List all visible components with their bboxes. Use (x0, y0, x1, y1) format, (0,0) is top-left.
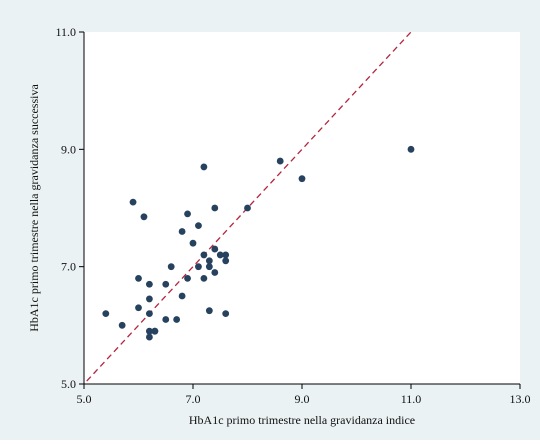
data-point (211, 204, 219, 212)
x-tick-label: 5.0 (77, 392, 92, 406)
x-tick-label: 11.0 (401, 392, 422, 406)
x-tick-label: 13.0 (510, 392, 531, 406)
data-point (129, 198, 137, 206)
x-axis-ticks: 5.0 7.0 9.0 11.0 13.0 (77, 384, 531, 406)
data-point (146, 295, 153, 303)
data-point (211, 269, 219, 276)
x-tick-label: 9.0 (295, 392, 310, 406)
y-axis-title: HbA1c primo trimestre nella gravidanza s… (27, 84, 41, 332)
data-point (211, 245, 219, 253)
data-point (195, 263, 202, 271)
y-axis-ticks: 5.0 7.0 9.0 11.0 (55, 25, 84, 391)
data-point (146, 333, 153, 341)
data-point (195, 222, 202, 230)
data-point (167, 263, 175, 271)
data-point (407, 145, 415, 153)
identity-reference-line (84, 32, 412, 384)
data-point (173, 316, 181, 323)
data-point (205, 257, 213, 265)
data-point (140, 213, 148, 221)
data-point (244, 204, 251, 212)
data-point (205, 263, 213, 271)
data-point (118, 321, 126, 329)
data-point (162, 280, 170, 288)
y-tick-label: 5.0 (61, 377, 76, 391)
data-point (205, 307, 213, 315)
data-point (184, 210, 191, 218)
data-point (135, 275, 142, 282)
y-tick-label: 7.0 (61, 260, 76, 274)
plot-area (84, 32, 520, 384)
data-point (146, 327, 153, 335)
data-point (135, 304, 142, 312)
data-point (151, 327, 159, 335)
data-point (178, 292, 186, 300)
data-point (222, 257, 230, 265)
y-tick-label: 9.0 (61, 142, 76, 156)
data-point (189, 239, 197, 247)
data-point (162, 316, 170, 323)
data-point (276, 157, 284, 165)
data-points (102, 145, 415, 341)
data-point (222, 251, 230, 259)
x-axis-title: HbA1c primo trimestre nella gravidanza i… (189, 413, 415, 427)
data-point (178, 228, 186, 235)
data-point (216, 251, 224, 259)
data-point (200, 163, 208, 171)
data-point (102, 310, 110, 317)
data-point (146, 310, 153, 317)
data-point (222, 310, 230, 317)
data-point (200, 275, 208, 282)
x-tick-label: 7.0 (186, 392, 201, 406)
y-tick-label: 11.0 (55, 25, 76, 39)
data-point (200, 251, 208, 259)
data-point (184, 275, 191, 282)
data-point (146, 280, 153, 288)
data-point (298, 175, 306, 183)
